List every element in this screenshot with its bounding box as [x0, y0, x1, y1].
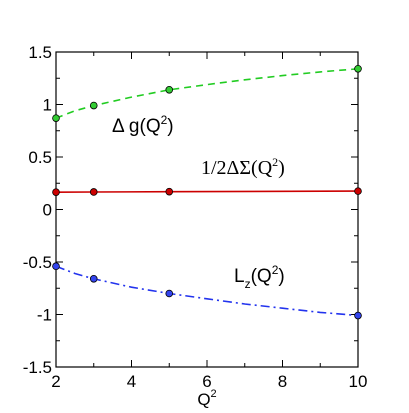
- series-label-delta-g: Δ g(Q2): [112, 113, 174, 137]
- data-point-delta_g: [89, 101, 98, 110]
- series-line-delta_g: [55, 68, 359, 119]
- x-axis-title: Q2: [197, 388, 216, 409]
- data-point-half_delta_sigma: [354, 187, 362, 195]
- x-axis-title-sup: 2: [211, 388, 217, 400]
- ticks: [55, 51, 359, 368]
- series-label-lz: Lz(Q2): [234, 263, 285, 291]
- y-tick-label: -0.5: [23, 253, 52, 272]
- series-label-half-delta-sigma: 1/2ΔΣ(Q2): [201, 155, 285, 179]
- y-tick-label: -1: [37, 306, 52, 325]
- series-line-half_delta_sigma: [55, 190, 359, 193]
- series-points: [52, 65, 362, 320]
- data-point-lz: [89, 274, 98, 283]
- data-point-half_delta_sigma: [165, 187, 174, 196]
- y-tick-label: 1: [43, 96, 52, 115]
- data-point-half_delta_sigma: [52, 188, 60, 196]
- y-tick-label: 1.5: [28, 43, 52, 62]
- x-tick-label: 2: [51, 372, 60, 391]
- data-point-lz: [52, 262, 60, 271]
- data-point-half_delta_sigma: [89, 188, 98, 196]
- series-line-lz: [55, 265, 359, 317]
- y-tick-label: 0.5: [28, 148, 52, 167]
- x-tick-label: 4: [127, 372, 136, 391]
- plot-frame: [55, 51, 359, 368]
- x-tick-label: 8: [278, 372, 287, 391]
- x-tick-label: 10: [349, 372, 368, 391]
- y-tick-label: -1.5: [23, 358, 52, 377]
- data-point-lz: [165, 289, 174, 298]
- x-tick-label: 6: [202, 372, 211, 391]
- data-point-delta_g: [165, 86, 174, 94]
- data-point-delta_g: [354, 65, 362, 73]
- tick-labels: 2 4 6 8 10 -1.5 -1 -0.5 0 0.5 1 1.5: [23, 43, 368, 391]
- y-tick-label: 0: [43, 201, 52, 220]
- x-axis-title-base: Q: [197, 390, 210, 409]
- data-point-lz: [354, 311, 362, 320]
- data-point-delta_g: [52, 114, 60, 122]
- series-lines: [55, 68, 359, 317]
